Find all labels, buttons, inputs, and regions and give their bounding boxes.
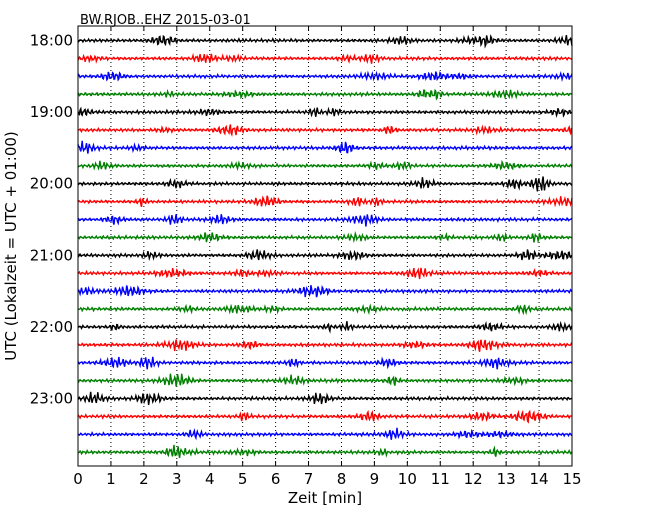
x-tick-label: 5	[238, 470, 248, 488]
x-tick-label: 1	[106, 470, 116, 488]
y-axis-ticks: 18:00 19:00 20:00 21:00 22:00 23:00	[30, 32, 83, 408]
seismic-trace	[77, 34, 573, 49]
x-axis-ticks: 0 1 2 3 4 5 6 7 8 9 10 11 12 13 14 15	[73, 26, 582, 488]
x-tick-label: 8	[337, 470, 347, 488]
seismic-trace	[77, 52, 573, 65]
seismic-trace	[77, 284, 573, 298]
seismic-trace	[77, 176, 573, 192]
x-tick-label: 12	[464, 470, 483, 488]
y-tick-label: 21:00	[30, 246, 73, 264]
minute-grid	[110, 26, 540, 466]
plot-frame	[77, 25, 573, 467]
y-tick-label: 23:00	[30, 390, 73, 408]
seismic-trace	[77, 356, 573, 370]
x-tick-label: 6	[271, 470, 281, 488]
seismic-trace	[77, 320, 573, 334]
seismic-trace	[77, 391, 573, 406]
x-tick-label: 14	[530, 470, 549, 488]
seismic-traces	[77, 34, 573, 459]
x-tick-label: 13	[497, 470, 516, 488]
seismic-trace	[77, 373, 573, 387]
x-axis-label: Zeit [min]	[288, 489, 362, 507]
x-tick-label: 0	[73, 470, 83, 488]
seismic-trace	[77, 427, 573, 441]
seismic-trace	[77, 339, 573, 352]
seismic-trace	[77, 140, 573, 154]
seismic-trace	[77, 88, 573, 101]
seismic-trace	[77, 267, 573, 280]
x-tick-label: 3	[172, 470, 182, 488]
y-tick-label: 19:00	[30, 103, 73, 121]
x-tick-label: 2	[139, 470, 149, 488]
x-tick-label: 11	[431, 470, 450, 488]
x-tick-label: 15	[562, 470, 581, 488]
seismic-trace	[77, 106, 573, 119]
seismic-trace	[77, 195, 573, 208]
seismic-trace	[78, 124, 573, 138]
y-axis-label: UTC (Lokalzeit = UTC + 01:00)	[2, 131, 20, 361]
seismic-trace	[78, 444, 573, 459]
seismic-trace	[77, 409, 572, 424]
chart-title: BW.RJOB..EHZ 2015-03-01	[80, 13, 251, 28]
seismic-trace	[77, 214, 573, 227]
y-tick-label: 20:00	[30, 175, 73, 193]
seismic-trace	[77, 159, 573, 172]
y-tick-label: 22:00	[30, 318, 73, 336]
x-tick-label: 4	[205, 470, 215, 488]
x-tick-label: 10	[398, 470, 417, 488]
seismic-trace	[77, 230, 573, 244]
seismic-trace	[77, 70, 573, 83]
seismic-trace	[77, 249, 573, 262]
x-tick-label: 9	[370, 470, 380, 488]
x-tick-label: 7	[304, 470, 314, 488]
seismic-trace	[77, 303, 573, 316]
y-tick-label: 18:00	[30, 32, 73, 50]
